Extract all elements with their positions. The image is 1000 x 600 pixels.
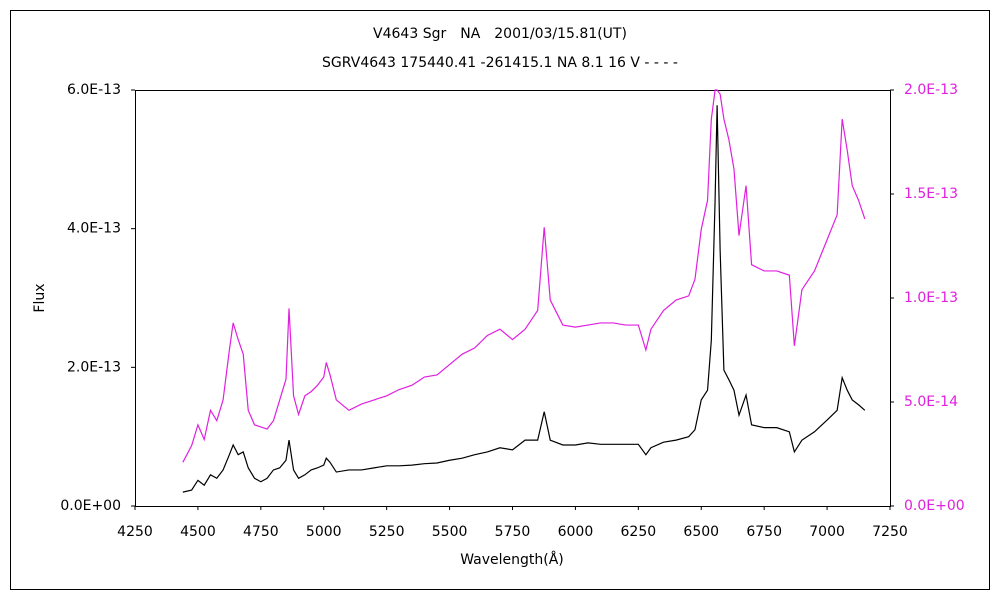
x-tick-label: 4250 bbox=[117, 524, 153, 540]
y2-tick-label: 5.0E-14 bbox=[904, 394, 958, 410]
x-tick-label: 5500 bbox=[432, 524, 468, 540]
y2-tick-label: 1.5E-13 bbox=[904, 186, 958, 202]
x-tick-label: 5000 bbox=[306, 524, 342, 540]
y2-tick-label: 2.0E-13 bbox=[904, 82, 958, 98]
x-tick-label: 6500 bbox=[683, 524, 719, 540]
x-tick-label: 4500 bbox=[180, 524, 216, 540]
chart-title: V4643 Sgr NA 2001/03/15.81(UT) bbox=[373, 26, 627, 42]
x-tick-label: 7000 bbox=[809, 524, 845, 540]
x-tick-label: 6250 bbox=[621, 524, 657, 540]
y-tick-label: 4.0E-13 bbox=[67, 221, 121, 237]
y2-tick-label: 1.0E-13 bbox=[904, 290, 958, 306]
y-tick-label: 6.0E-13 bbox=[67, 82, 121, 98]
y2-tick-label: 0.0E+00 bbox=[904, 498, 965, 514]
x-tick-label: 5250 bbox=[369, 524, 405, 540]
x-tick-label: 7250 bbox=[872, 524, 908, 540]
x-tick-label: 6750 bbox=[746, 524, 782, 540]
x-tick-label: 5750 bbox=[495, 524, 531, 540]
spectrum-line bbox=[182, 89, 866, 463]
chart-subtitle: SGRV4643 175440.41 -261415.1 NA 8.1 16 V… bbox=[322, 55, 678, 71]
y-axis-label: Flux bbox=[32, 283, 48, 312]
spectrum-line bbox=[182, 105, 866, 493]
y-tick-label: 2.0E-13 bbox=[67, 359, 121, 375]
x-tick-label: 6000 bbox=[558, 524, 594, 540]
x-axis-label: Wavelength(Å) bbox=[460, 551, 564, 568]
x-tick-label: 4750 bbox=[243, 524, 279, 540]
y-tick-label: 0.0E+00 bbox=[60, 498, 121, 514]
chart-frame bbox=[10, 10, 990, 590]
